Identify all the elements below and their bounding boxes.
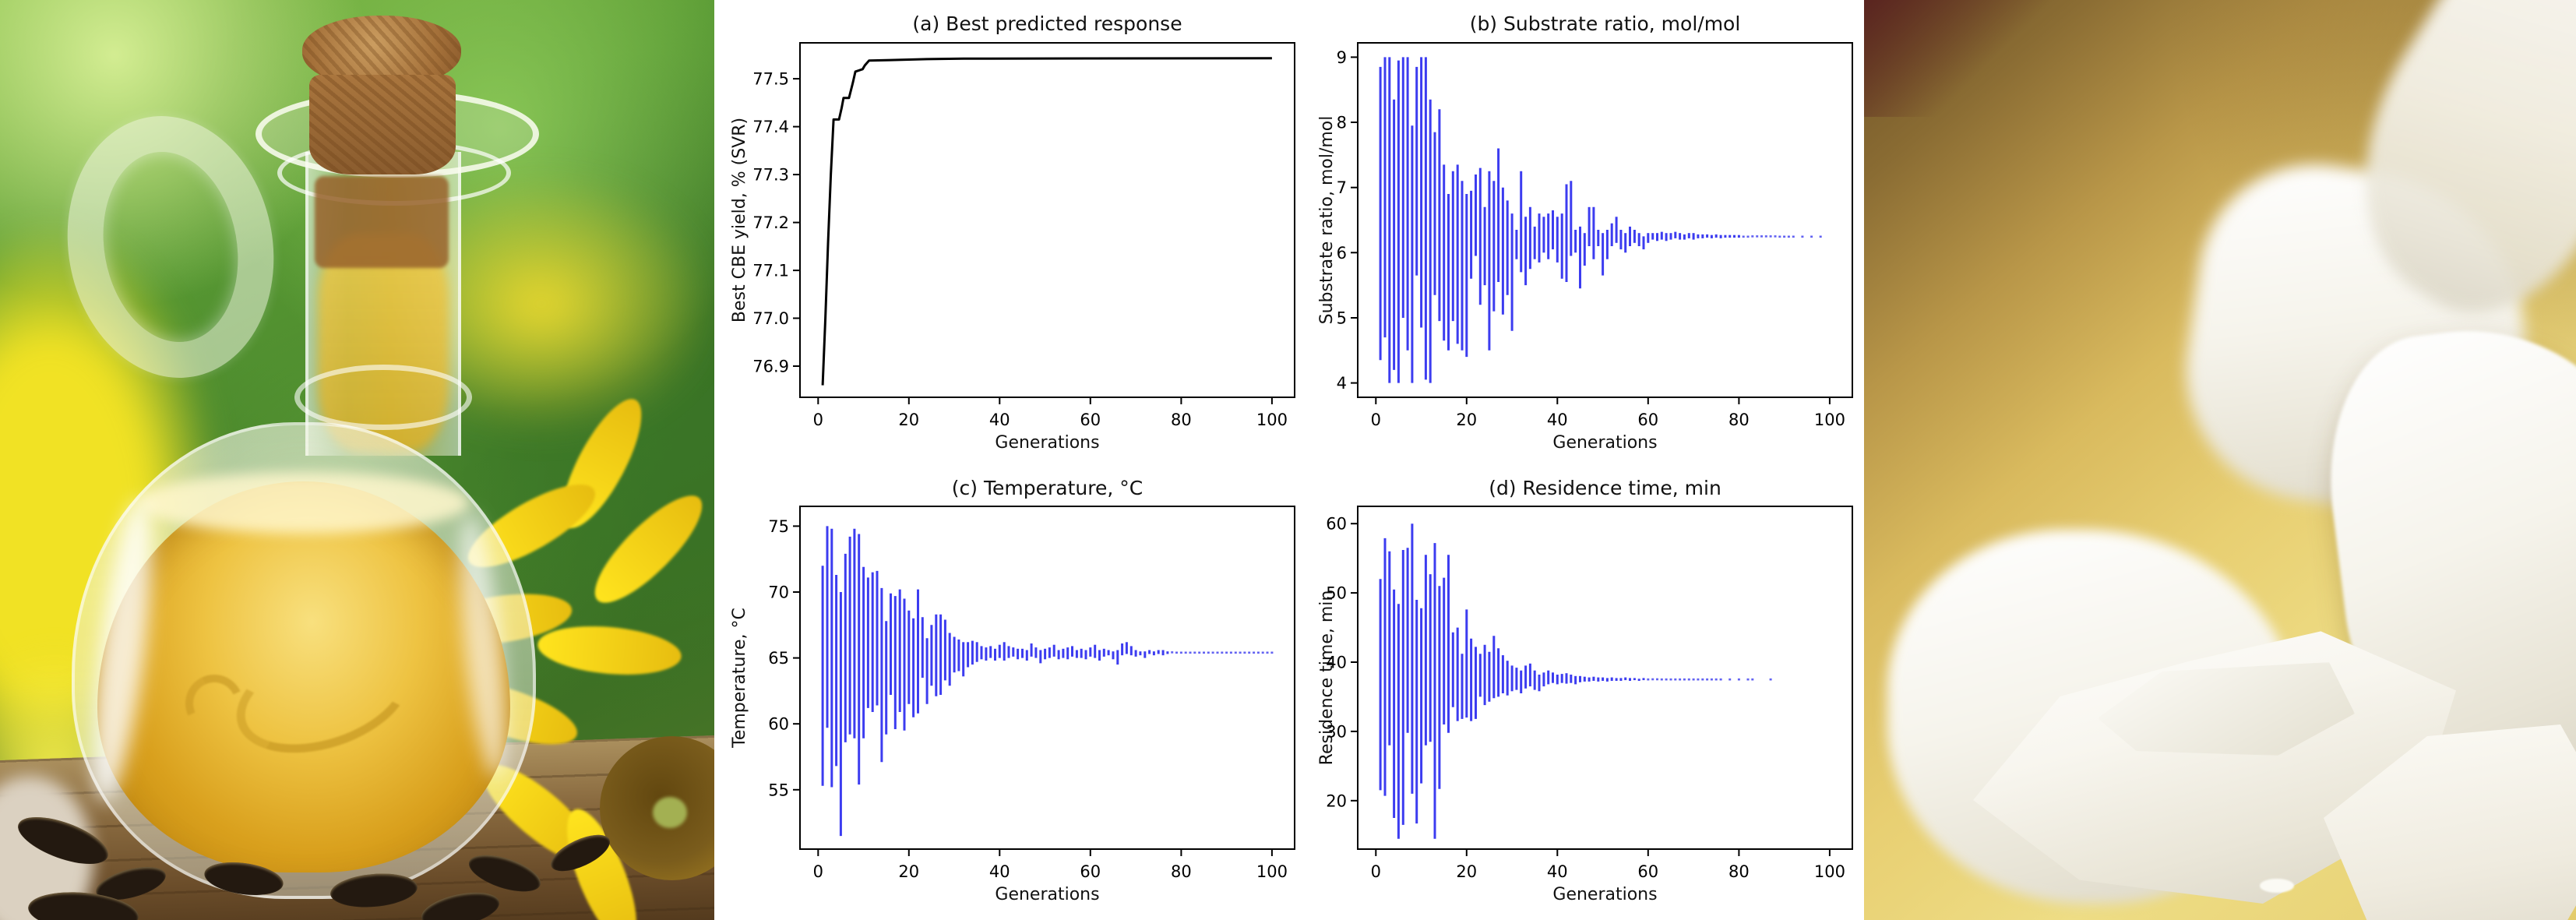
svg-text:80: 80 [1171,411,1192,429]
svg-text:77.5: 77.5 [752,70,789,89]
svg-text:8: 8 [1337,114,1347,132]
svg-text:77.2: 77.2 [752,213,789,232]
svg-text:77.3: 77.3 [752,166,789,185]
panel-c-plot: 0 20 40 60 80 100 55 60 65 70 75 [768,506,1295,881]
svg-text:0: 0 [813,862,823,881]
oil-fill [97,481,510,872]
svg-text:100: 100 [1256,862,1288,881]
sunflower-right [425,389,714,920]
panel-a-xlabel: Generations [995,433,1100,453]
svg-text:76.9: 76.9 [752,358,789,376]
svg-text:40: 40 [1547,862,1568,881]
dark-corner-accent [1864,0,2051,117]
svg-text:0: 0 [1371,411,1381,429]
cocoa-butter-photo [1864,0,2576,920]
svg-text:40: 40 [1326,654,1347,672]
svg-text:50: 50 [1326,584,1347,603]
svg-text:40: 40 [1547,411,1568,429]
svg-text:100: 100 [1814,411,1845,429]
svg-text:70: 70 [768,583,789,602]
panel-b-plot: 0 20 40 60 80 100 4 5 6 7 8 9 [1337,42,1853,429]
cork-middle [309,75,456,174]
svg-text:60: 60 [1080,862,1101,881]
panel-b-xlabel: Generations [1552,433,1658,453]
svg-text:60: 60 [768,715,789,734]
svg-text:75: 75 [768,517,789,536]
svg-text:80: 80 [1728,411,1750,429]
panel-c-title: (c) Temperature, °C [951,477,1144,499]
svg-text:7: 7 [1337,178,1347,197]
panel-d-plot: 0 20 40 60 80 100 20 30 40 50 60 [1326,506,1853,881]
svg-text:0: 0 [1371,862,1381,881]
panel-best-predicted-response: (a) Best predicted response Best CBE yie… [714,0,1311,467]
svg-text:77.4: 77.4 [752,118,789,136]
svg-text:30: 30 [1326,722,1347,741]
svg-text:20: 20 [1456,862,1477,881]
svg-text:77.1: 77.1 [752,262,789,280]
butter-crumb [2260,879,2294,893]
svg-text:55: 55 [768,781,789,799]
svg-text:60: 60 [1326,515,1347,534]
bottle-body [72,422,536,899]
panel-b-title: (b) Substrate ratio, mol/mol [1469,12,1741,35]
svg-text:100: 100 [1814,862,1845,881]
svg-text:4: 4 [1337,374,1347,393]
svg-text:80: 80 [1728,862,1750,881]
svg-text:20: 20 [898,411,919,429]
panel-c-xlabel: Generations [995,885,1100,904]
svg-text:60: 60 [1637,411,1658,429]
panel-d-xlabel: Generations [1552,885,1658,904]
sunflower-oil-photo [0,0,714,920]
svg-text:40: 40 [989,411,1010,429]
sunflower-petal [535,621,684,680]
panel-substrate-ratio: (b) Substrate ratio, mol/mol Substrate r… [1311,0,1864,467]
svg-text:9: 9 [1337,48,1347,67]
svg-text:20: 20 [1326,791,1347,810]
svg-text:0: 0 [813,411,823,429]
panel-a-plot: 0 20 40 60 80 100 76.9 77.0 77.1 77.2 77.3 77.4 77.5 [752,42,1295,429]
optimization-figure: (a) Best predicted response Best CBE yie… [714,0,1864,920]
oil-surface-highlight [139,472,469,534]
svg-text:20: 20 [898,862,919,881]
svg-text:80: 80 [1171,862,1192,881]
cork-through-glass [315,176,449,268]
sunflower-disc-center [653,797,687,828]
svg-text:65: 65 [768,649,789,668]
svg-text:6: 6 [1337,244,1347,263]
svg-text:100: 100 [1256,411,1288,429]
panel-d-title: (d) Residence time, min [1489,477,1721,499]
svg-text:60: 60 [1637,862,1658,881]
panel-temperature: (c) Temperature, °C Temperature, °C 0 20 4… [714,467,1311,920]
panel-a-title: (a) Best predicted response [912,12,1182,35]
svg-text:5: 5 [1337,309,1347,328]
svg-text:60: 60 [1080,411,1101,429]
svg-text:20: 20 [1456,411,1477,429]
bottle-collar-ring [294,365,472,430]
svg-text:77.0: 77.0 [752,309,789,328]
panel-residence-time: (d) Residence time, min Residence time, … [1311,467,1864,920]
svg-text:40: 40 [989,862,1010,881]
